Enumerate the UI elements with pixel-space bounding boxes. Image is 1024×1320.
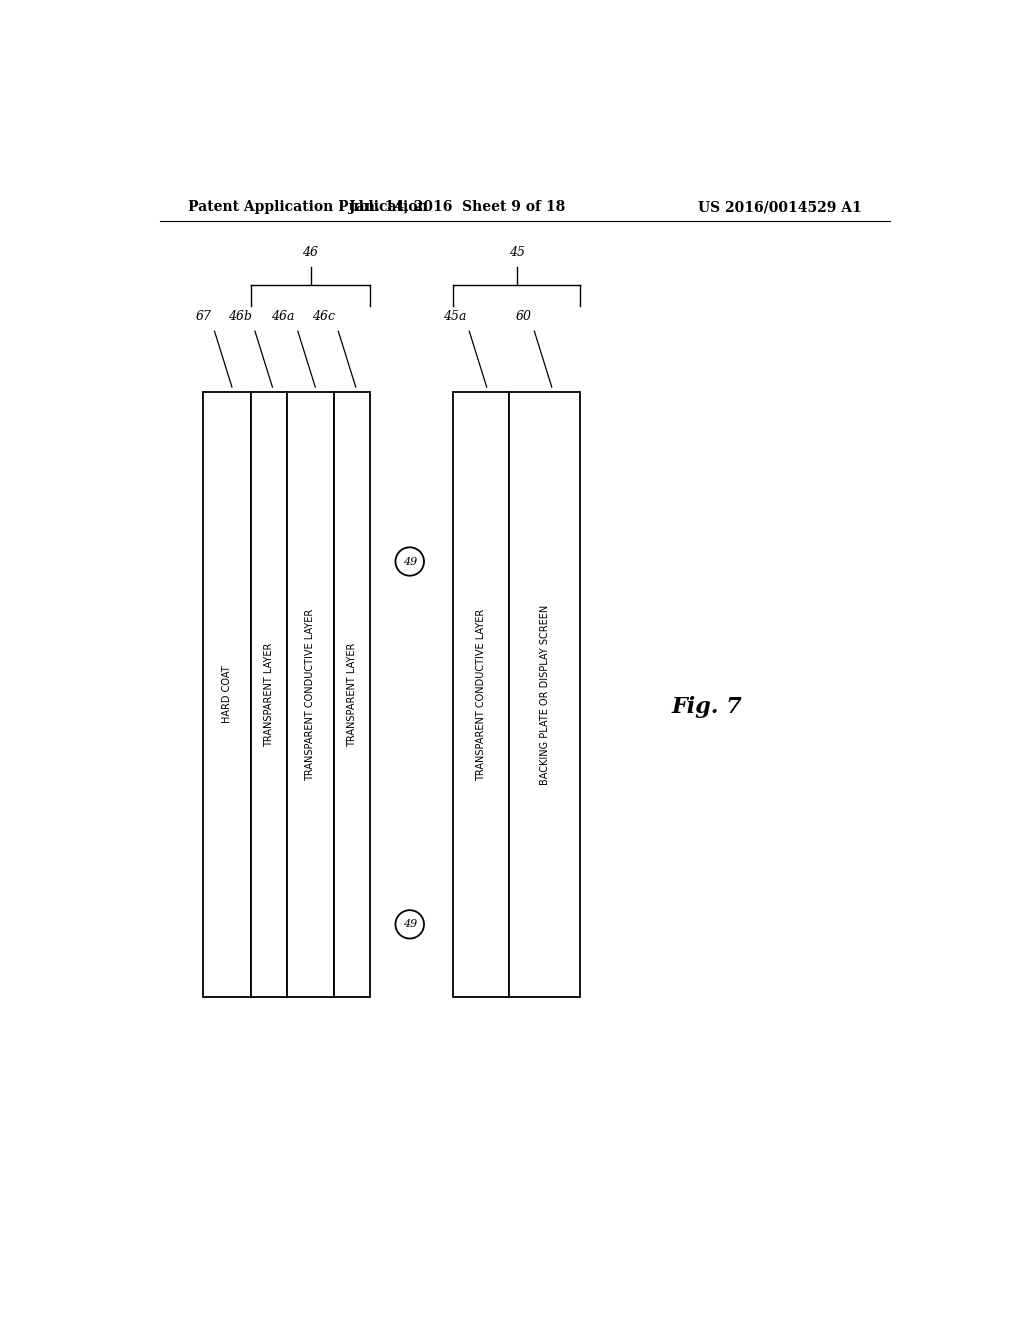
Text: BACKING PLATE OR DISPLAY SCREEN: BACKING PLATE OR DISPLAY SCREEN bbox=[540, 605, 550, 784]
Text: 46b: 46b bbox=[227, 310, 252, 323]
Text: 45: 45 bbox=[509, 246, 525, 259]
Text: 46c: 46c bbox=[312, 310, 335, 323]
Text: 46: 46 bbox=[302, 246, 318, 259]
Text: TRANSPARENT CONDUCTIVE LAYER: TRANSPARENT CONDUCTIVE LAYER bbox=[476, 609, 486, 780]
Text: TRANSPARENT LAYER: TRANSPARENT LAYER bbox=[347, 643, 357, 747]
Text: US 2016/0014529 A1: US 2016/0014529 A1 bbox=[698, 201, 862, 214]
Text: 46a: 46a bbox=[271, 310, 295, 323]
Ellipse shape bbox=[395, 548, 424, 576]
Ellipse shape bbox=[395, 911, 424, 939]
Text: Jan. 14, 2016  Sheet 9 of 18: Jan. 14, 2016 Sheet 9 of 18 bbox=[349, 201, 565, 214]
Text: TRANSPARENT LAYER: TRANSPARENT LAYER bbox=[264, 643, 273, 747]
Text: HARD COAT: HARD COAT bbox=[222, 665, 232, 723]
Text: 67: 67 bbox=[196, 310, 211, 323]
Text: 49: 49 bbox=[402, 557, 417, 566]
Text: Patent Application Publication: Patent Application Publication bbox=[187, 201, 427, 214]
Bar bbox=[454, 392, 509, 997]
Text: Fig. 7: Fig. 7 bbox=[672, 696, 742, 718]
Bar bbox=[287, 392, 334, 997]
Text: 49: 49 bbox=[402, 919, 417, 929]
Bar bbox=[251, 392, 287, 997]
Bar bbox=[204, 392, 251, 997]
Text: TRANSPARENT CONDUCTIVE LAYER: TRANSPARENT CONDUCTIVE LAYER bbox=[305, 609, 315, 780]
Bar bbox=[334, 392, 370, 997]
Text: 60: 60 bbox=[515, 310, 531, 323]
Bar bbox=[509, 392, 581, 997]
Text: 45a: 45a bbox=[442, 310, 466, 323]
